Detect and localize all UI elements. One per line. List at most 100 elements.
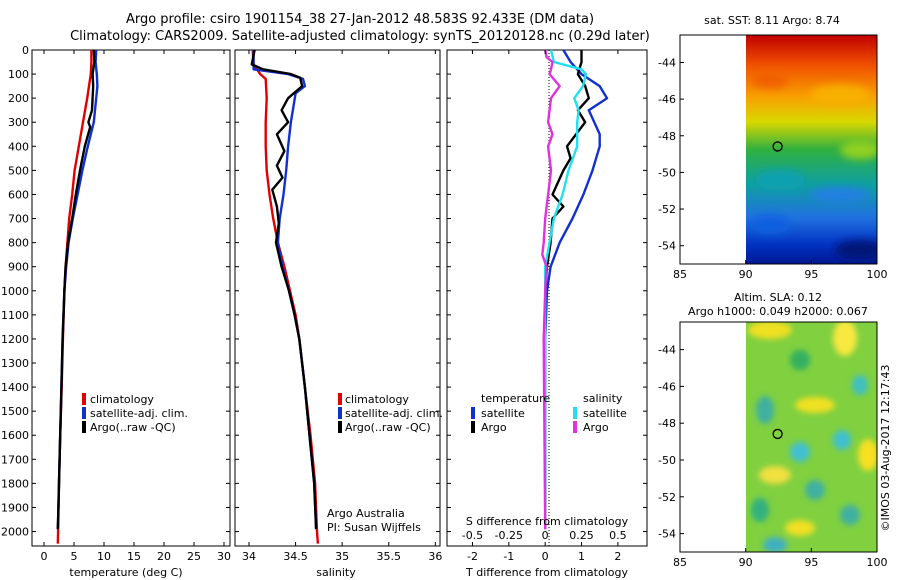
- x-tick-label: 85: [673, 556, 687, 569]
- legend-label-sal-argo: Argo: [583, 421, 609, 434]
- y-tick-label: 400: [8, 140, 29, 153]
- x-tick-label: 100: [867, 268, 888, 281]
- legend-label-argo: Argo(..raw -QC): [345, 421, 431, 434]
- sst-blob: [810, 85, 870, 105]
- y-tick-label: 100: [8, 68, 29, 81]
- sla-map-panel: Altim. SLA: 0.12 Argo h1000: 0.049 h2000…: [658, 291, 887, 569]
- x-tick-label: 0: [542, 550, 549, 563]
- x2-tick-label: -0.25: [495, 529, 523, 542]
- y-tick-label: -44: [658, 344, 676, 357]
- legend-swatch-argo: [338, 421, 342, 433]
- legend-label-argo: Argo(..raw -QC): [90, 421, 176, 434]
- sla-map-title-line2: Argo h1000: 0.049 h2000: 0.067: [688, 305, 868, 318]
- y-tick-label: -50: [658, 454, 676, 467]
- y-tick-label: 1200: [1, 333, 29, 346]
- legend-label-satellite: satellite-adj. clim.: [345, 407, 443, 420]
- x2-tick-label: 0: [542, 529, 549, 542]
- x2-tick-label: 0.25: [569, 529, 594, 542]
- sst-blob: [752, 72, 788, 88]
- salinity-xlabel: salinity: [316, 566, 356, 579]
- series-line-argo-raw-qc-: [250, 49, 318, 530]
- x-tick-label: 35.5: [377, 550, 402, 563]
- legend-label-satellite: satellite-adj. clim.: [90, 407, 188, 420]
- y-tick-label: 1300: [1, 357, 29, 370]
- x-tick-label: 90: [739, 556, 753, 569]
- sla-blob: [751, 498, 769, 522]
- sla-blob: [790, 350, 810, 370]
- argo-location-marker: [772, 428, 783, 440]
- sla-blob: [833, 430, 851, 450]
- x-tick-label: 95: [804, 268, 818, 281]
- sst-map-panel: sat. SST: 8.11 Argo: 8.74 85 90 95 100 -44 -4…: [658, 14, 887, 281]
- legend-swatch-argo: [82, 421, 86, 433]
- temperature-legend: climatology satellite-adj. clim. Argo(..…: [82, 393, 188, 434]
- sla-blob: [833, 322, 857, 356]
- difference-panel: -2 -1 0 1 2 -0.5 -0.25 0 0.25 0.5 T difference f…: [446, 49, 648, 579]
- x-tick-label: 25: [187, 550, 201, 563]
- y-tick-label: 1900: [1, 501, 29, 514]
- x2-tick-label: 0.5: [609, 529, 627, 542]
- sla-blob: [763, 537, 787, 552]
- y-tick-label: 1700: [1, 453, 29, 466]
- sst-blob: [810, 187, 870, 203]
- sla-blob: [795, 397, 835, 413]
- y-tick-label: 1800: [1, 477, 29, 490]
- y-tick-label: -52: [658, 491, 676, 504]
- x-tick-label: 1: [578, 550, 585, 563]
- x-tick-label: 34: [242, 550, 256, 563]
- sla-blob: [805, 480, 825, 500]
- series-line-argo-raw-qc-: [56, 49, 96, 530]
- legend-header-temperature: temperature: [481, 392, 550, 405]
- y-tick-label: -46: [658, 93, 676, 106]
- timestamp-stamp: ©IMOS 03-Aug-2017 12:17:43: [879, 365, 892, 532]
- legend-swatch-climatology: [338, 393, 342, 405]
- y-tick-label: 1500: [1, 405, 29, 418]
- difference-axes-box: [446, 49, 648, 547]
- x-tick-label: 0: [41, 550, 48, 563]
- sst-heatmap: [746, 35, 877, 264]
- sla-blob: [759, 466, 791, 484]
- legend-label-climatology: climatology: [90, 393, 154, 406]
- y-tick-label: -46: [658, 380, 676, 393]
- difference-legend: temperature salinity satellite Argo sate…: [471, 392, 627, 434]
- x-tick-label: 30: [217, 550, 231, 563]
- y-tick-label: -52: [658, 203, 676, 216]
- y-tick-label: 1000: [1, 285, 29, 298]
- legend-header-salinity: salinity: [583, 392, 623, 405]
- sla-blob: [858, 439, 877, 471]
- sla-blob: [790, 442, 810, 462]
- sst-blob: [755, 170, 805, 190]
- sla-blob: [840, 505, 860, 525]
- sst-texture: [750, 72, 877, 260]
- x-tick-label: 2: [614, 550, 621, 563]
- y-tick-label: 0: [22, 44, 29, 57]
- y-tick-label: -44: [658, 56, 676, 69]
- x-tick-label: 100: [867, 556, 888, 569]
- x-tick-label: 15: [127, 550, 141, 563]
- x-tick-label: 90: [739, 268, 753, 281]
- y-tick-label: 600: [8, 188, 29, 201]
- legend-swatch-sal-argo: [573, 421, 577, 433]
- y-tick-label: 1100: [1, 309, 29, 322]
- series-line-temperature-satellite: [544, 49, 609, 530]
- difference-xlabel: T difference from climatology: [465, 566, 628, 579]
- sst-blob: [840, 141, 877, 159]
- chart-title-line2: Climatology: CARS2009. Satellite-adjuste…: [70, 29, 650, 44]
- legend-label-climatology: climatology: [345, 393, 409, 406]
- legend-swatch-satellite: [338, 407, 342, 419]
- x-tick-label: 34.5: [283, 550, 308, 563]
- x-tick-label: 36: [428, 550, 442, 563]
- x-tick-label: 10: [97, 550, 111, 563]
- sla-blob: [748, 322, 792, 339]
- y-tick-label: 900: [8, 261, 29, 274]
- sla-map-frame: [679, 321, 878, 553]
- annotation-argo-australia: Argo Australia: [327, 507, 405, 520]
- y-tick-label: 2000: [1, 526, 29, 539]
- y-tick-label: -54: [658, 528, 676, 541]
- sla-heatmap: [746, 322, 877, 552]
- legend-swatch-temp-satellite: [471, 407, 475, 419]
- y-tick-label: -50: [658, 166, 676, 179]
- sla-blob: [852, 375, 868, 395]
- y-tick-label: 700: [8, 213, 29, 226]
